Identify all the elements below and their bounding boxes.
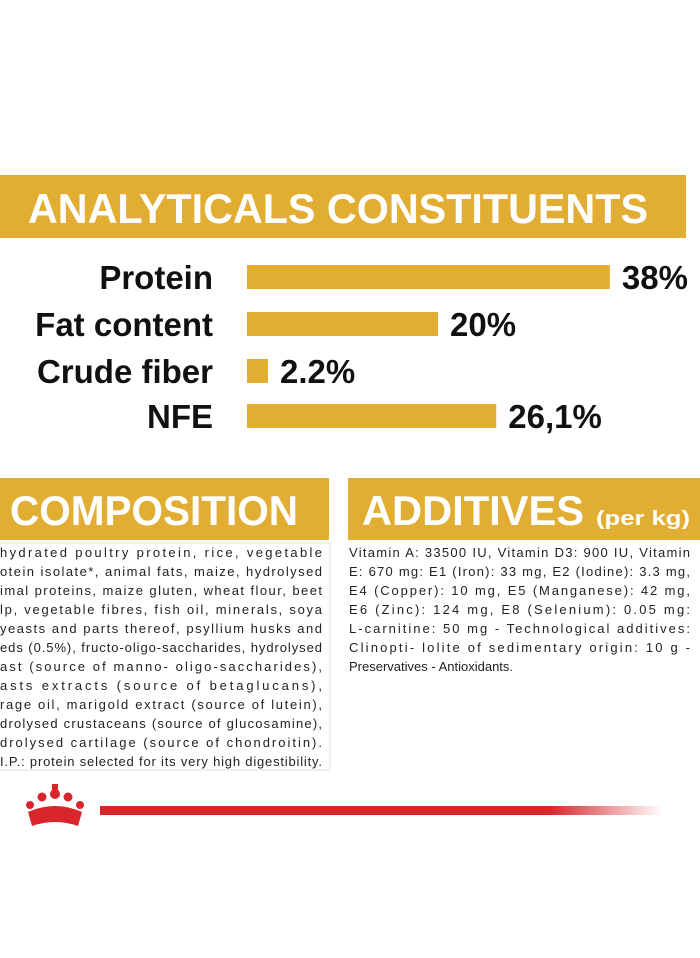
category-label: Crude fiber [37, 353, 213, 390]
text-line: Preservatives - Antioxidants. [349, 659, 513, 674]
bar [247, 312, 438, 336]
title-banner [0, 175, 686, 238]
additives-title: ADDITIVES [362, 487, 584, 534]
composition-text: hydrated poultry protein, rice, vegetabl… [0, 545, 323, 769]
text-line: imal proteins, maize gluten, wheat flour… [0, 583, 322, 598]
value-label: 20% [450, 306, 516, 343]
text-line: I.P.: protein selected for its very high… [0, 754, 322, 769]
composition-box [0, 542, 331, 771]
red-rule [100, 806, 662, 815]
text-line: hydrated poultry protein, rice, vegetabl… [0, 545, 322, 560]
text-line: Clinopti- lolite of sedimentary origin: … [349, 640, 690, 655]
composition-banner [0, 478, 329, 540]
bar [247, 359, 269, 383]
text-line: otein isolate*, animal fats, maize, hydr… [0, 564, 322, 579]
text-line: L-carnitine: 50 mg - Technological addit… [349, 621, 690, 636]
additives-text: Vitamin A: 33500 IU, Vitamin D3: 900 IU,… [349, 545, 690, 674]
value-label: 2.2% [280, 353, 355, 390]
value-label: 26,1% [508, 398, 602, 435]
composition-title: COMPOSITION [10, 487, 298, 534]
category-label: NFE [147, 398, 213, 435]
text-line: asts extracts (source of betaglucans), [0, 678, 322, 693]
value-label: 38% [622, 259, 688, 296]
text-line: ast (source of manno- oligo-saccharides)… [0, 659, 322, 674]
additives-banner [348, 478, 700, 540]
bar [247, 265, 610, 289]
text-line: E6 (Zinc): 124 mg, E8 (Selenium): 0.05 m… [349, 602, 690, 617]
text-line: E: 670 mg: E1 (Iron): 33 mg, E2 (Iodine)… [349, 564, 690, 579]
crown-logo [26, 784, 84, 826]
text-line: rage oil, marigold extract (source of lu… [0, 697, 322, 712]
category-label: Fat content [35, 306, 213, 343]
text-line: yeasts and parts thereof, psyllium husks… [0, 621, 322, 636]
text-line: drolysed cartilage (source of chondroiti… [0, 735, 322, 750]
additives-unit: (per kg) [596, 508, 690, 530]
category-label: Protein [99, 259, 213, 296]
section-title: ANALYTICALS CONSTITUENTS [28, 185, 648, 232]
text-line: eds (0.5%), fructo-oligo-saccharides, hy… [0, 640, 322, 655]
bar [247, 404, 497, 428]
text-line: E4 (Copper): 10 mg, E5 (Manganese): 42 m… [349, 583, 690, 598]
text-line: Vitamin A: 33500 IU, Vitamin D3: 900 IU,… [349, 545, 690, 560]
text-line: drolysed crustaceans (source of glucosam… [0, 716, 322, 731]
text-line: lp, vegetable fibres, fish oil, minerals… [0, 602, 323, 617]
chart: Protein 38% Fat content 20% Crude fiber 2.2% N… [35, 259, 688, 435]
